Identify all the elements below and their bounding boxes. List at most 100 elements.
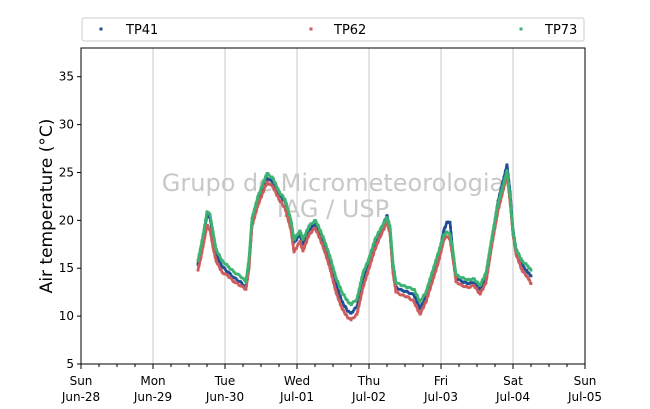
data-point	[297, 231, 300, 235]
data-point	[285, 212, 288, 216]
data-point	[307, 235, 310, 238]
data-point	[389, 237, 393, 241]
data-point	[439, 245, 442, 248]
data-point	[502, 183, 505, 186]
data-point	[316, 232, 320, 236]
data-point	[305, 240, 308, 244]
data-point	[331, 272, 335, 275]
data-point	[234, 277, 238, 280]
data-point	[435, 256, 439, 259]
x-tick-label-day: Sun	[70, 374, 93, 388]
x-tick-label-date: Jul-04	[495, 390, 530, 404]
data-point	[199, 257, 203, 260]
data-point	[249, 235, 252, 239]
x-tick-label-day: Sat	[503, 374, 523, 388]
data-point	[329, 270, 333, 274]
data-point	[286, 217, 290, 221]
data-point	[364, 264, 368, 268]
data-point	[441, 238, 444, 241]
data-point	[454, 276, 457, 279]
data-point	[281, 195, 285, 198]
data-point	[522, 265, 526, 269]
data-point	[431, 270, 435, 273]
data-point	[375, 244, 378, 248]
data-point	[455, 280, 459, 284]
data-point	[227, 265, 231, 269]
data-point	[219, 256, 222, 260]
data-point	[240, 281, 244, 285]
data-point	[258, 199, 262, 203]
data-point	[487, 261, 491, 265]
data-point	[310, 226, 313, 229]
data-point	[293, 237, 296, 241]
x-tick-label-day: Wed	[284, 374, 310, 388]
data-point	[361, 285, 365, 289]
data-point	[291, 231, 295, 235]
data-point	[261, 183, 265, 186]
data-point	[509, 202, 512, 206]
data-point	[389, 235, 393, 239]
data-point	[391, 260, 395, 263]
data-point	[283, 197, 287, 201]
data-point	[303, 246, 306, 249]
data-point	[391, 262, 395, 265]
data-point	[299, 232, 303, 235]
data-point	[521, 260, 525, 263]
data-point	[383, 226, 386, 230]
data-point	[431, 280, 434, 284]
data-point	[249, 237, 252, 241]
data-point	[335, 286, 339, 290]
data-point	[375, 235, 378, 239]
data-point	[345, 314, 349, 317]
data-point	[451, 247, 455, 251]
data-point	[389, 228, 392, 232]
data-point	[381, 224, 384, 228]
data-point	[393, 273, 397, 276]
data-point	[265, 176, 269, 180]
data-point	[433, 263, 437, 266]
data-point	[441, 243, 445, 246]
data-point	[249, 231, 253, 235]
data-point	[380, 231, 384, 235]
data-point	[514, 243, 517, 247]
data-point	[487, 252, 491, 256]
data-point	[203, 226, 206, 229]
data-point	[370, 256, 374, 260]
data-point	[511, 223, 514, 227]
data-point	[380, 233, 383, 236]
data-point	[434, 268, 438, 271]
y-tick-label: 10	[59, 309, 74, 323]
data-point	[495, 210, 498, 214]
data-point	[374, 246, 378, 249]
data-point	[331, 278, 335, 281]
data-point	[356, 301, 360, 305]
data-point	[323, 238, 326, 242]
data-point	[248, 248, 251, 252]
data-point	[249, 239, 252, 242]
data-point	[487, 258, 490, 261]
data-point	[248, 243, 252, 246]
data-point	[501, 184, 505, 188]
data-point	[492, 227, 495, 231]
data-point	[516, 256, 519, 259]
data-point	[337, 290, 340, 293]
data-point	[391, 254, 394, 258]
data-point	[357, 292, 360, 296]
data-point	[392, 274, 395, 278]
data-point	[491, 237, 495, 241]
data-point	[510, 210, 513, 214]
data-point	[450, 242, 454, 245]
data-point	[209, 216, 212, 220]
data-point	[449, 227, 452, 231]
data-point	[517, 253, 521, 257]
data-point	[276, 187, 280, 191]
data-point	[200, 242, 203, 246]
legend-marker	[309, 27, 313, 31]
data-point	[280, 201, 283, 204]
data-point	[487, 256, 490, 260]
data-point	[331, 276, 334, 280]
data-point	[331, 265, 335, 269]
data-point	[327, 251, 330, 254]
data-point	[385, 216, 389, 219]
data-point	[198, 260, 202, 264]
